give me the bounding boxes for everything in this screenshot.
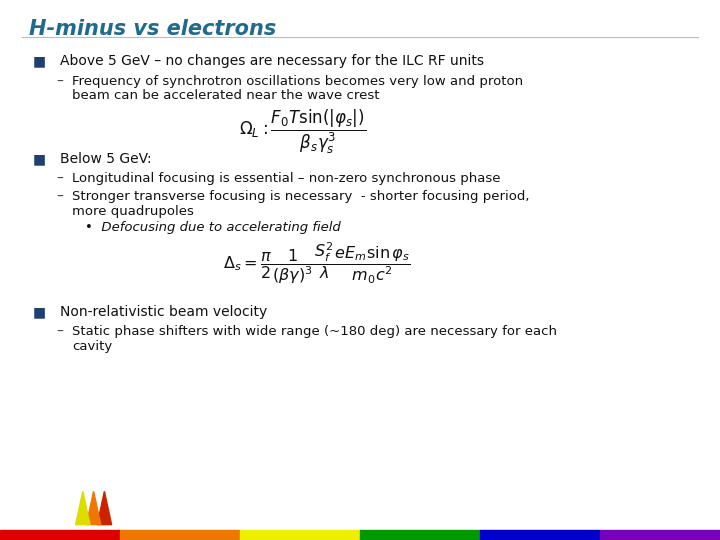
Text: Above 5 GeV – no changes are necessary for the ILC RF units: Above 5 GeV – no changes are necessary f… xyxy=(60,54,484,68)
Text: 30: 30 xyxy=(691,498,708,511)
Bar xyxy=(600,530,720,540)
Bar xyxy=(0,530,120,540)
Text: •  Defocusing due to accelerating field: • Defocusing due to accelerating field xyxy=(85,221,341,234)
Polygon shape xyxy=(76,491,90,525)
Polygon shape xyxy=(97,491,112,525)
Text: ■: ■ xyxy=(32,152,45,166)
Text: ■: ■ xyxy=(32,305,45,319)
Text: Below 5 GeV:: Below 5 GeV: xyxy=(60,152,151,166)
Text: Static phase shifters with wide range (~180 deg) are necessary for each: Static phase shifters with wide range (~… xyxy=(72,325,557,338)
Text: beam can be accelerated near the wave crest: beam can be accelerated near the wave cr… xyxy=(72,89,379,102)
Bar xyxy=(240,530,360,540)
Text: $\Omega_L : \dfrac{F_0 T \sin(|\varphi_s|)}{\beta_s \gamma_s^3}$: $\Omega_L : \dfrac{F_0 T \sin(|\varphi_s… xyxy=(239,108,366,156)
Text: NATIONAL LABORATORY: NATIONAL LABORATORY xyxy=(7,517,82,522)
Text: –: – xyxy=(56,325,63,339)
Text: H-minus vs electrons: H-minus vs electrons xyxy=(29,19,276,39)
Text: more quadrupoles: more quadrupoles xyxy=(72,205,194,218)
Text: –: – xyxy=(56,75,63,89)
Text: Longitudinal focusing is essential – non-zero synchronous phase: Longitudinal focusing is essential – non… xyxy=(72,172,500,185)
Text: Non-relativistic beam velocity: Non-relativistic beam velocity xyxy=(60,305,267,319)
Bar xyxy=(360,530,480,540)
Bar xyxy=(480,530,600,540)
Text: –: – xyxy=(56,190,63,204)
Text: Linac Beam Physics Design, Project X Workshop: Linac Beam Physics Design, Project X Wor… xyxy=(227,498,493,508)
Text: –: – xyxy=(56,172,63,186)
Text: November 12-13 , 2007: November 12-13 , 2007 xyxy=(562,498,694,508)
Text: Argonne: Argonne xyxy=(7,498,63,511)
Text: cavity: cavity xyxy=(72,340,112,353)
Text: Frequency of synchrotron oscillations becomes very low and proton: Frequency of synchrotron oscillations be… xyxy=(72,75,523,87)
Polygon shape xyxy=(86,491,101,525)
Text: ■: ■ xyxy=(32,54,45,68)
Text: $\Delta_s = \dfrac{\pi}{2} \dfrac{1}{(\beta\gamma)^3} \dfrac{S_f^2}{\lambda} \df: $\Delta_s = \dfrac{\pi}{2} \dfrac{1}{(\b… xyxy=(223,240,410,286)
Text: Stronger transverse focusing is necessary  - shorter focusing period,: Stronger transverse focusing is necessar… xyxy=(72,190,529,203)
Bar xyxy=(120,530,240,540)
Text: P.N. Ostroumov: P.N. Ostroumov xyxy=(166,498,251,508)
